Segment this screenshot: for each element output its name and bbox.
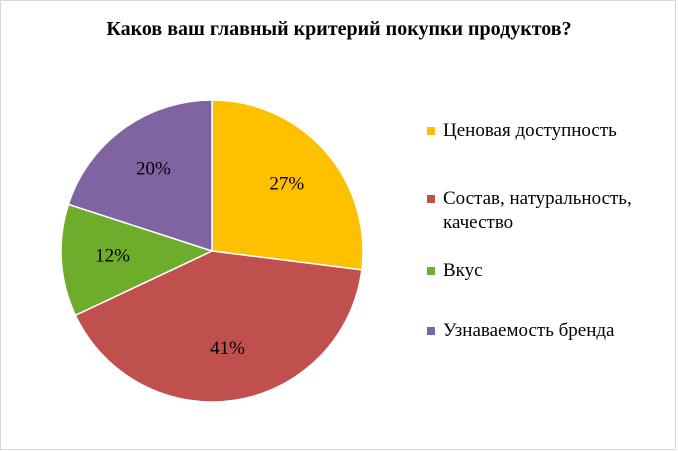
legend-item-4: Узнаваемость бренда xyxy=(427,319,667,343)
slice-label-4: 20% xyxy=(136,159,171,180)
slice-label-1: 27% xyxy=(269,173,304,194)
chart-title: Каков ваш главный критерий покупки проду… xyxy=(106,18,572,40)
slice-label-3: 12% xyxy=(95,246,130,267)
pie-slice-4 xyxy=(67,99,213,253)
legend-item-3: Вкус xyxy=(427,259,667,283)
legend-swatch xyxy=(427,327,435,335)
legend-swatch xyxy=(427,267,435,275)
pie-slice-2 xyxy=(74,250,363,403)
pie-slice-1 xyxy=(211,99,364,271)
legend-label: Вкус xyxy=(443,260,483,281)
legend-swatch xyxy=(427,195,435,203)
legend-item-2: Состав, натуральность, качество xyxy=(427,187,667,235)
legend-swatch xyxy=(427,127,435,135)
legend-item-1: Ценовая доступность xyxy=(427,119,667,143)
legend-label: Узнаваемость бренда xyxy=(443,320,615,341)
legend-label: Ценовая доступность xyxy=(443,120,617,141)
slice-label-2: 41% xyxy=(210,338,245,359)
legend-label: Состав, натуральность, качество xyxy=(443,188,632,233)
pie-slice-3 xyxy=(60,203,215,317)
